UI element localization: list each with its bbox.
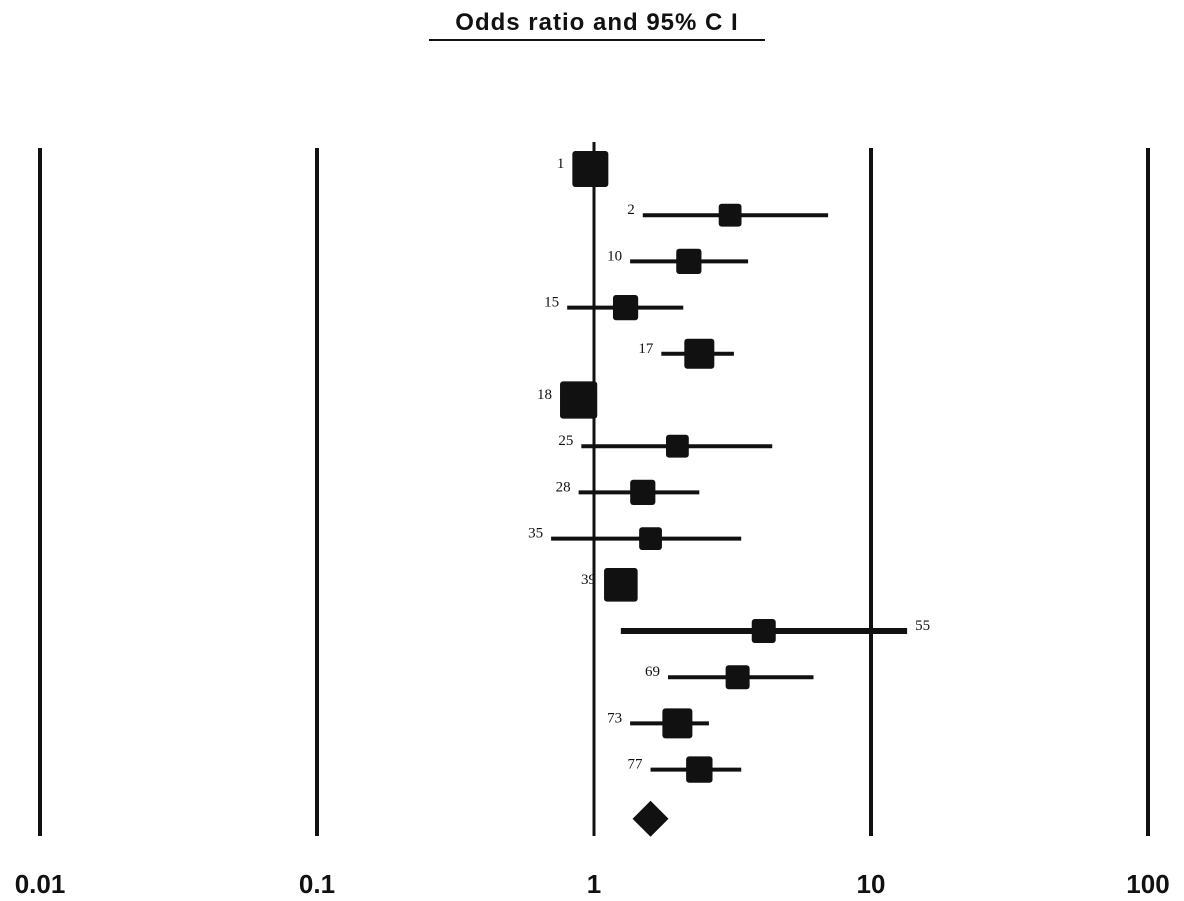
point-estimate-square — [684, 338, 715, 369]
point-estimate-square — [686, 756, 713, 783]
study-label: 18 — [537, 387, 552, 403]
point-estimate-square — [572, 151, 609, 187]
study-row: 69 — [645, 664, 814, 690]
point-estimate-square — [676, 248, 702, 274]
x-axis-gridlines — [38, 142, 1150, 836]
study-label: 1 — [557, 156, 565, 172]
study-label: 17 — [638, 341, 654, 357]
study-label: 55 — [915, 618, 930, 634]
study-rows: 1 2 10 15 17 18 25 28 35 39 55 69 73 77 — [528, 151, 930, 783]
study-label: 73 — [607, 710, 622, 726]
study-label: 25 — [558, 433, 573, 449]
point-estimate-square — [630, 479, 656, 505]
study-label: 10 — [607, 248, 622, 264]
study-label: 2 — [627, 202, 635, 218]
point-estimate-square — [725, 665, 750, 690]
pooled-estimate-diamond — [632, 800, 669, 837]
point-estimate-square — [751, 619, 776, 643]
study-row: 10 — [607, 248, 749, 274]
pooled-estimate — [632, 800, 669, 837]
study-label: 69 — [645, 664, 660, 680]
study-row: 25 — [558, 433, 773, 458]
point-estimate-square — [604, 568, 638, 602]
point-estimate-square — [718, 203, 742, 227]
x-tick-label: 0.1 — [299, 869, 335, 899]
x-tick-label: 1 — [587, 869, 601, 899]
point-estimate-square — [612, 295, 639, 321]
x-tick-label: 0.01 — [15, 869, 66, 899]
chart-title: Odds ratio and 95% C I — [429, 9, 765, 41]
study-label: 15 — [544, 295, 559, 311]
study-row: 77 — [628, 756, 742, 783]
study-row: 28 — [556, 479, 700, 505]
study-label: 39 — [581, 572, 596, 588]
x-tick-label: 10 — [857, 869, 886, 899]
study-label: 35 — [528, 526, 543, 542]
study-row: 55 — [620, 618, 930, 643]
study-row: 39 — [581, 568, 638, 602]
study-label: 77 — [628, 757, 644, 773]
point-estimate-square — [560, 381, 598, 419]
point-estimate-square — [639, 527, 662, 550]
point-estimate-square — [662, 708, 693, 739]
study-label: 28 — [556, 479, 571, 495]
study-row: 1 — [557, 151, 609, 187]
study-row: 73 — [607, 708, 709, 739]
study-row: 17 — [638, 338, 734, 369]
point-estimate-square — [665, 434, 689, 458]
study-row: 18 — [537, 381, 598, 419]
study-row: 35 — [528, 526, 742, 550]
x-tick-label: 100 — [1126, 869, 1169, 899]
study-row: 15 — [544, 295, 684, 321]
x-axis-tick-labels: 0.01 0.1 1 10 100 — [15, 869, 1170, 899]
study-row: 2 — [627, 202, 829, 227]
chart-title-text: Odds ratio and 95% C I — [455, 9, 738, 36]
